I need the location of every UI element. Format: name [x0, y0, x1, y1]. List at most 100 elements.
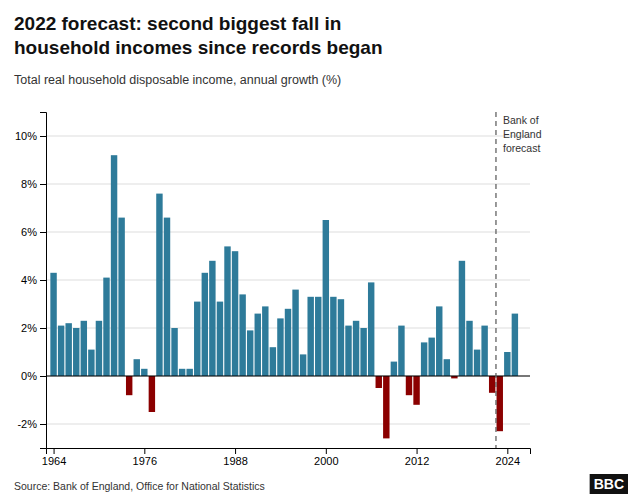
bar [209, 261, 215, 376]
forecast-label-line: England [503, 128, 542, 140]
logo-text: BBC [594, 476, 624, 492]
bar [179, 369, 185, 376]
x-tick-mark [54, 448, 55, 454]
bar [156, 194, 162, 376]
bar [398, 326, 404, 376]
y-tick-label: -2% [17, 418, 37, 430]
bar [376, 376, 382, 388]
bar [171, 328, 177, 376]
x-axis: 1964 1976 1988 2000 2012 2024 [42, 448, 531, 467]
bar [504, 352, 510, 376]
bar [202, 273, 208, 376]
grid-line [46, 184, 530, 185]
x-tick-label: 2024 [496, 455, 520, 467]
y-tick-mark [40, 184, 46, 185]
bar [391, 362, 397, 376]
x-tick-label: 2000 [314, 455, 338, 467]
bar [497, 376, 503, 431]
x-tick-label: 2012 [405, 455, 429, 467]
grid-line [46, 136, 530, 137]
source: Source: Bank of England, Office for Nati… [14, 480, 265, 492]
y-tick: 10% [15, 130, 46, 142]
bar [247, 330, 253, 376]
y-tick-mark [40, 376, 46, 377]
bar [73, 328, 79, 376]
bar [96, 321, 102, 376]
bar [118, 218, 124, 376]
marks [46, 112, 530, 448]
y-tick: 0% [21, 370, 46, 382]
y-tick: 6% [21, 226, 46, 238]
plot: Bank ofEnglandforecast-2%0%2%4%6%8%10%19… [15, 112, 542, 467]
bar [285, 309, 291, 376]
logo-box [590, 474, 628, 494]
bar [194, 302, 200, 376]
bar [459, 261, 465, 376]
bar [406, 376, 412, 395]
bar [444, 359, 450, 376]
bar [239, 294, 245, 376]
x-tick: 1976 [133, 448, 157, 467]
y-tick-mark [40, 280, 46, 281]
bar [111, 155, 117, 376]
bar [436, 306, 442, 376]
bar [65, 323, 71, 376]
logo: BBC [590, 474, 628, 494]
bar [262, 306, 268, 376]
x-tick-label: 1988 [223, 455, 247, 467]
bar [383, 376, 389, 438]
bar [421, 342, 427, 376]
bar [338, 299, 344, 376]
bar [103, 278, 109, 376]
bar [428, 338, 434, 376]
bar [481, 326, 487, 376]
x-tick-mark [326, 448, 327, 454]
x-tick-mark [507, 448, 508, 454]
y-tick-label: 6% [21, 226, 37, 238]
subtitle: Total real household disposable income, … [14, 73, 341, 87]
grid-line [46, 424, 530, 425]
bar [330, 297, 336, 376]
bar [270, 347, 276, 376]
title-line: 2022 forecast: second biggest fall in [14, 13, 341, 34]
y-tick: 4% [21, 274, 46, 286]
title: 2022 forecast: second biggest fall inhou… [14, 13, 383, 58]
bar [88, 350, 94, 376]
bar [50, 273, 56, 376]
bar [368, 282, 374, 376]
bar [489, 376, 495, 393]
bar [353, 321, 359, 376]
x-tick-mark [144, 448, 145, 454]
y-tick-mark [40, 424, 46, 425]
bar [345, 326, 351, 376]
bar [474, 350, 480, 376]
x-tick-mark [235, 448, 236, 454]
y-tick: 2% [21, 322, 46, 334]
bar [466, 321, 472, 376]
y-tick-mark [40, 232, 46, 233]
y-tick-label: 0% [21, 370, 37, 382]
bar [232, 251, 238, 376]
chart: 2022 forecast: second biggest fall inhou… [0, 0, 640, 500]
y-tick: 8% [21, 178, 46, 190]
x-tick: 1988 [223, 448, 247, 467]
y-axis-line [40, 113, 47, 449]
x-tick-label: 1964 [42, 455, 66, 467]
y-tick-mark [40, 136, 46, 137]
forecast-label: Bank ofEnglandforecast [503, 114, 542, 154]
x-tick: 2012 [405, 448, 429, 467]
x-axis-line [47, 449, 531, 455]
bar [512, 314, 518, 376]
bar [360, 328, 366, 376]
bar [315, 297, 321, 376]
bar [126, 376, 132, 395]
bar [81, 321, 87, 376]
bar [149, 376, 155, 412]
bar [141, 369, 147, 376]
bar [300, 354, 306, 376]
y-tick-label: 10% [15, 130, 37, 142]
bar [224, 246, 230, 376]
forecast-label-line: forecast [503, 142, 540, 154]
x-tick: 2024 [496, 448, 520, 467]
bar [58, 326, 64, 376]
